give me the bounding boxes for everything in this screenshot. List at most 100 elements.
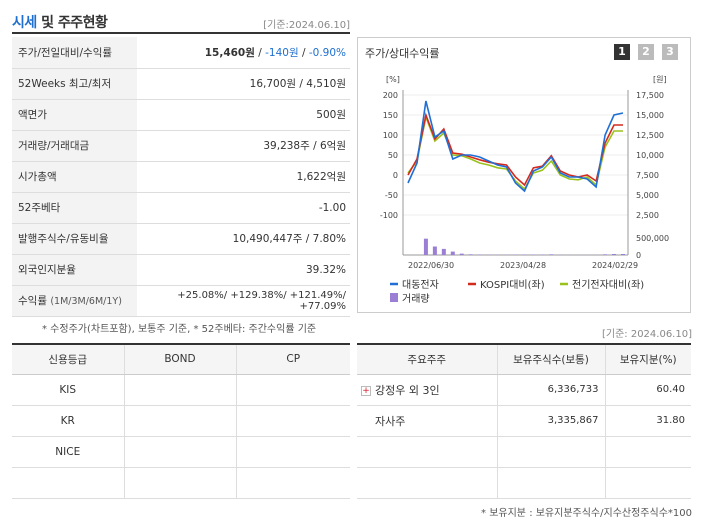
volume-bar (549, 254, 554, 255)
title-highlight: 시세 (12, 15, 37, 31)
price-chart: [%] [원] 200 150 100 50 0 -50 -100 17,500 15,000 12,… (380, 75, 669, 305)
right-axis-tick: 2,500 (636, 211, 659, 220)
quote-label: 발행주식수/유동비율 (12, 223, 137, 255)
holder-footnote: * 보유지분 : 보유지분주식수/지수산정주식수*100 (481, 508, 692, 519)
table-row: KR (12, 405, 350, 437)
left-axis-tick: 100 (383, 131, 398, 140)
chart-page-1-button[interactable]: 1 (614, 44, 630, 60)
x-axis-tick: 2023/04/28 (500, 261, 546, 270)
credit-header-grade: 신용등급 (12, 344, 124, 375)
quote-label: 거래량/거래대금 (12, 130, 137, 162)
quote-value: 10,490,447주 / 7.80% (137, 223, 350, 255)
volume-bar (540, 254, 545, 255)
return-label-cell: 수익률 (1M/3M/6M/1Y) (12, 285, 137, 317)
bond-rating (123, 405, 236, 437)
quote-row: 주가/전일대비/수익률 15,460원 / -140원 / -0.90% (12, 37, 350, 69)
return-label: 수익률 (18, 295, 47, 307)
quote-value: 16,700원 / 4,510원 (137, 68, 350, 100)
quote-row: 52주베타 -1.00 (12, 192, 350, 224)
left-axis-tick: -100 (380, 211, 398, 220)
right-axis-unit: [원] (653, 75, 667, 84)
holder-header-pct: 보유지분(%) (604, 344, 691, 375)
return-row: 수익률 (1M/3M/6M/1Y) +25.08%/ +129.38%/ +12… (12, 285, 350, 317)
holder-pct: 31.80 (604, 405, 691, 437)
volume-bar (612, 253, 617, 255)
right-axis-tick: 12,500 (636, 131, 664, 140)
quote-label: 52주베타 (12, 192, 137, 224)
section-title: 시세 및 주주현황 (12, 12, 108, 32)
holder-pct (604, 467, 691, 499)
credit-header-cp: CP (235, 344, 350, 375)
legend-label: KOSPI대비(좌) (480, 279, 545, 291)
return-periods: (1M/3M/6M/1Y) (50, 296, 122, 307)
left-axis-unit: [%] (386, 75, 400, 84)
quote-label: 외국인지분율 (12, 254, 137, 286)
chart-page-3-button[interactable]: 3 (662, 44, 678, 60)
left-axis-tick: 200 (383, 91, 398, 100)
holder-shares: 6,336,733 (496, 374, 605, 406)
left-axis-tick: 50 (388, 151, 398, 160)
holder-header-shares: 보유주식수(보통) (496, 344, 605, 375)
legend-label: 대동전자 (402, 279, 439, 291)
volume-bar (621, 253, 625, 255)
holder-name: 자사주 (357, 405, 497, 437)
series-line (407, 100, 624, 193)
credit-header-bond: BOND (123, 344, 236, 375)
quote-label: 52Weeks 최고/최저 (12, 68, 137, 100)
holder-pct (604, 436, 691, 468)
quote-value: 39.32% (137, 254, 350, 286)
quote-row: 거래량/거래대금 39,238주 / 6억원 (12, 130, 350, 162)
quote-row: 52Weeks 최고/최저 16,700원 / 4,510원 (12, 68, 350, 100)
section-header: 시세 및 주주현황 [기준:2024.06.10] (12, 10, 350, 34)
quote-table: 주가/전일대비/수익률 15,460원 / -140원 / -0.90% 52W… (12, 37, 350, 317)
credit-agency: NICE (12, 436, 124, 468)
title-rest: 및 주주현황 (36, 15, 108, 31)
holder-pct: 60.40 (604, 374, 691, 406)
cp-rating (235, 467, 350, 499)
holder-header-row: 주요주주 보유주식수(보통) 보유지분(%) (357, 344, 691, 375)
volume-bar (603, 254, 608, 255)
table-row (357, 467, 691, 499)
separator: / (298, 46, 309, 59)
price-change: -140원 (265, 46, 299, 59)
holder-name (357, 467, 497, 499)
table-row: NICE (12, 436, 350, 468)
volume-axis-tick: 0 (636, 251, 641, 260)
holder-name[interactable]: 강정우 외 3인 (375, 383, 440, 397)
volume-bar (468, 254, 473, 255)
bond-rating (123, 374, 236, 406)
bond-rating (123, 436, 236, 468)
current-price: 15,460원 (204, 46, 255, 59)
quote-value: -1.00 (137, 192, 350, 224)
chart-page-2-button[interactable]: 2 (638, 44, 654, 60)
bond-rating (123, 467, 236, 499)
quote-value: 500원 (137, 99, 350, 131)
basis-date: [기준:2024.06.10] (263, 20, 350, 31)
table-row (12, 467, 350, 499)
holder-name (357, 436, 497, 468)
quote-value: 1,622억원 (137, 161, 350, 193)
credit-header-row: 신용등급 BOND CP (12, 344, 350, 375)
expand-icon[interactable]: + (361, 385, 371, 396)
quote-value: 15,460원 / -140원 / -0.90% (137, 37, 350, 69)
credit-agency: KR (12, 405, 124, 437)
shareholder-table: 주요주주 보유주식수(보통) 보유지분(%) + 강정우 외 3인 6,336,7… (357, 343, 691, 499)
cp-rating (235, 405, 350, 437)
table-row: + 강정우 외 3인 6,336,733 60.40 (357, 374, 691, 406)
holder-shares (496, 436, 605, 468)
right-axis-tick: 15,000 (636, 111, 664, 120)
quote-label: 시가총액 (12, 161, 137, 193)
volume-bar (441, 248, 446, 255)
right-axis-tick: 17,500 (636, 91, 664, 100)
volume-bar (522, 254, 527, 255)
quote-label: 액면가 (12, 99, 137, 131)
volume-bar (450, 251, 455, 255)
volume-bar (423, 238, 428, 255)
quote-row: 시가총액 1,622억원 (12, 161, 350, 193)
separator: / (254, 46, 266, 59)
right-axis-tick: 7,500 (636, 171, 659, 180)
quote-row: 발행주식수/유동비율 10,490,447주 / 7.80% (12, 223, 350, 255)
cp-rating (235, 436, 350, 468)
credit-agency: KIS (12, 374, 124, 406)
holder-header-name: 주요주주 (357, 344, 497, 375)
